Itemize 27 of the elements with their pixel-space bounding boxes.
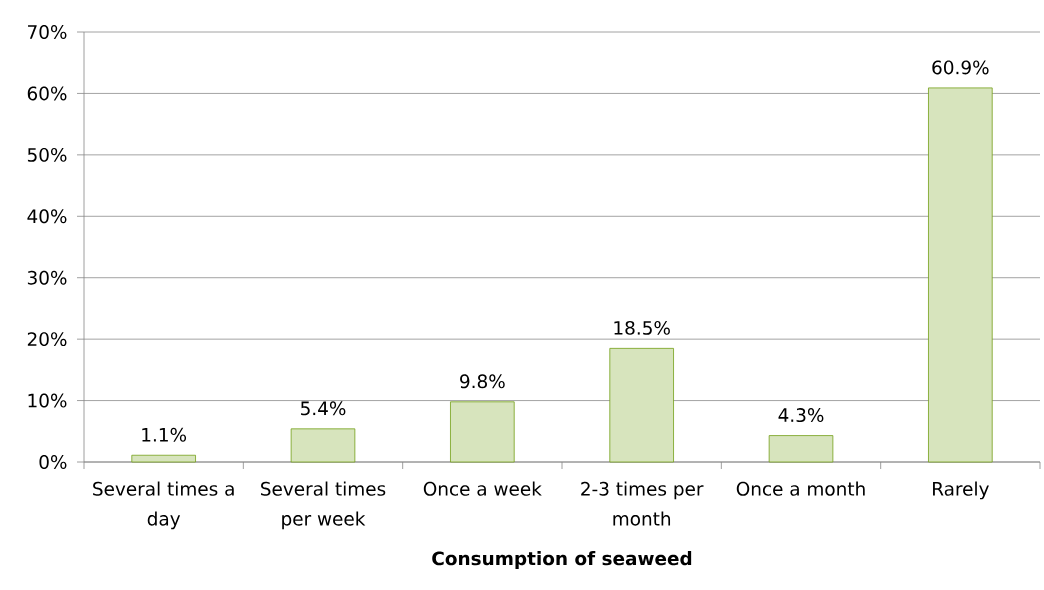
bar: [928, 87, 993, 463]
y-tick-label: 70%: [28, 25, 67, 39]
y-tick-label: 60%: [27, 86, 67, 101]
bar: [290, 428, 356, 463]
data-label: 18.5%: [614, 320, 670, 335]
x-tick-label: Several times per week: [261, 481, 386, 530]
y-tick-label: 40%: [27, 209, 67, 224]
data-label: 60.9%: [932, 60, 989, 75]
x-axis-title: Consumption of seaweed: [432, 551, 692, 569]
y-tick-label: 30%: [27, 270, 67, 285]
data-label: 9.8%: [460, 374, 505, 389]
bar: [609, 347, 674, 463]
y-tick-label: 10%: [28, 393, 67, 408]
bar: [450, 401, 515, 463]
data-label: 1.1%: [142, 427, 187, 442]
bar: [768, 435, 834, 463]
x-tick-label: Once a month: [736, 481, 865, 496]
data-label: 4.3%: [778, 408, 824, 423]
y-tick-label: 20%: [27, 332, 67, 347]
data-label: 5.4%: [301, 401, 346, 416]
x-tick-label: Once a week: [423, 481, 542, 496]
bar: [131, 454, 196, 463]
x-tick-label: 2-3 times per month: [581, 481, 704, 526]
x-tick-label: Rarely: [933, 481, 989, 500]
y-tick-label: 0%: [39, 455, 67, 469]
x-tick-label: Several times a day: [93, 481, 234, 530]
y-tick-label: 50%: [27, 147, 67, 162]
